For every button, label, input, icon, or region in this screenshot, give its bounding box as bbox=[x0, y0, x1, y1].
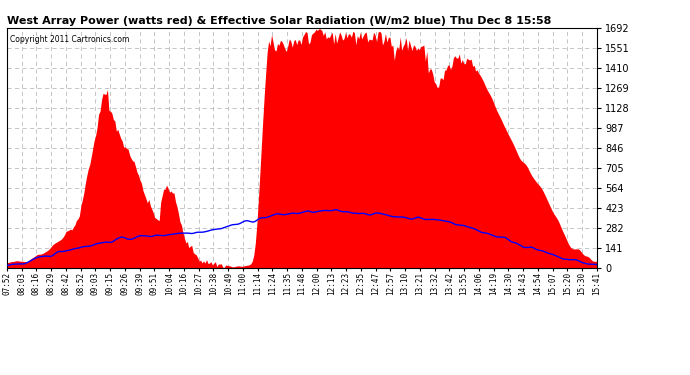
Text: Copyright 2011 Cartronics.com: Copyright 2011 Cartronics.com bbox=[10, 35, 129, 44]
Text: West Array Power (watts red) & Effective Solar Radiation (W/m2 blue) Thu Dec 8 1: West Array Power (watts red) & Effective… bbox=[7, 16, 551, 26]
